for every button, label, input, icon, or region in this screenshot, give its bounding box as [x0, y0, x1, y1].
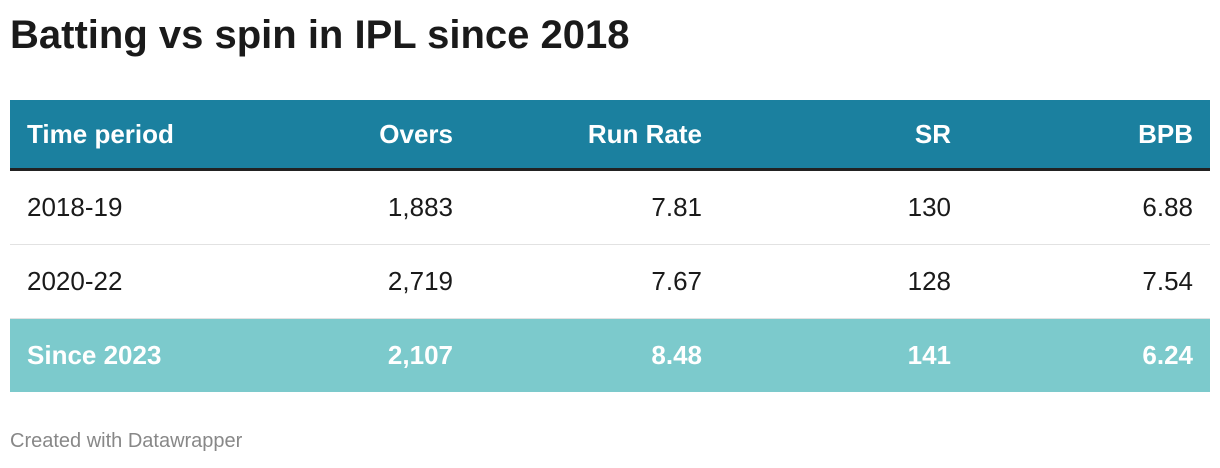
table-cell: 141 — [907, 340, 951, 370]
table-cell: 1,883 — [387, 192, 453, 222]
column-header: SR — [914, 118, 951, 149]
highlight-row: Since 2023 2,107 8.48 141 6.24 — [10, 319, 1210, 392]
column-header: Time period — [27, 118, 174, 149]
table-cell: Since 2023 — [27, 340, 162, 370]
column-header: BPB — [1138, 118, 1193, 149]
column-header: Run Rate — [587, 118, 702, 149]
table-cell: 7.67 — [651, 266, 702, 296]
table-cell: 2,107 — [387, 340, 453, 370]
column-header: Overs — [379, 118, 453, 149]
table-cell: 130 — [907, 192, 951, 222]
table-cell: 8.48 — [651, 340, 702, 370]
table-cell: 128 — [907, 266, 951, 296]
title: Batting vs spin in IPL since 2018 — [10, 13, 630, 57]
table-cell: 6.24 — [1142, 340, 1193, 370]
table-row: 2020-22 2,719 7.67 128 7.54 — [10, 245, 1210, 319]
table-cell: 7.54 — [1142, 266, 1193, 296]
table: Time period Overs Run Rate SR BPB 2018-19 1,88… — [10, 100, 1210, 392]
table-cell: 6.88 — [1142, 192, 1193, 222]
table-row: 2018-19 1,883 7.81 130 6.88 — [10, 171, 1210, 245]
header-row: Time period Overs Run Rate SR BPB — [10, 100, 1210, 171]
credit: Created with Datawrapper — [10, 430, 243, 452]
table-cell: 2020-22 — [27, 266, 123, 296]
table-cell: 2,719 — [387, 266, 453, 296]
table-cell: 7.81 — [651, 192, 702, 222]
table-cell: 2018-19 — [27, 192, 123, 222]
